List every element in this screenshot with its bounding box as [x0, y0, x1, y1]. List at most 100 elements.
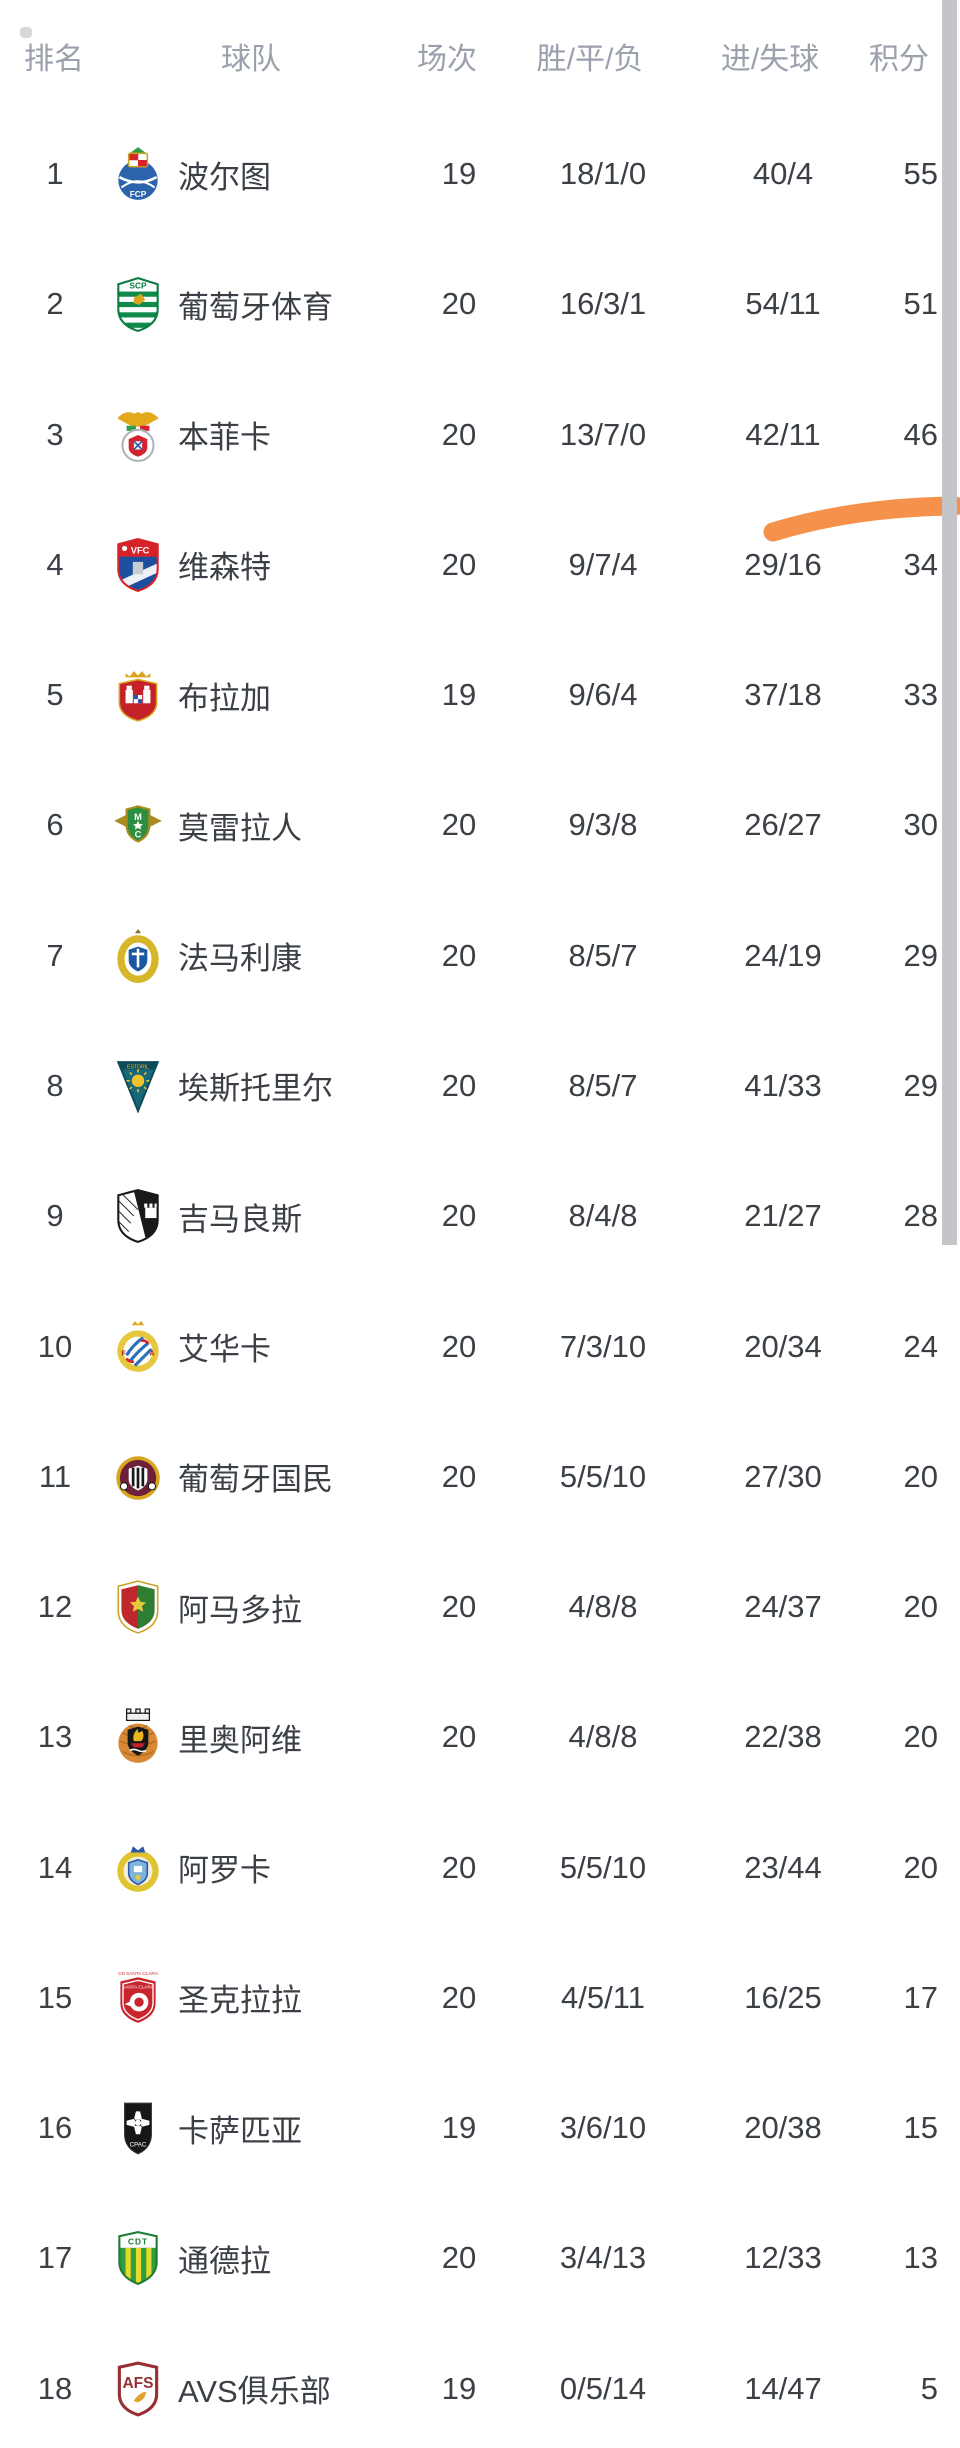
rank-value: 2: [46, 286, 64, 322]
matches-played-value: 19: [441, 2370, 477, 2406]
goals-for-against-value: 22/38: [744, 1719, 822, 1755]
scrollbar-thumb[interactable]: [942, 0, 957, 1245]
points-value: 33: [903, 677, 938, 713]
points-value: 20: [903, 1849, 938, 1885]
rank-value: 17: [37, 2240, 73, 2276]
table-row[interactable]: 12 阿马多拉 20 4/8/8 24/37 20: [0, 1542, 960, 1672]
team-name: 维森特: [178, 550, 271, 586]
matches-played-value: 20: [441, 1067, 477, 1103]
rank-value: 10: [37, 1328, 73, 1364]
matches-played-value: 19: [441, 677, 477, 713]
win-draw-loss-value: 0/5/14: [559, 2370, 647, 2406]
rank-value: 5: [46, 677, 64, 713]
matches-played-value: 20: [441, 1589, 477, 1625]
table-row[interactable]: 9 吉马良斯 20 8/4/8 21/27 28: [0, 1151, 960, 1281]
svg-text:CD SANTA CLARA: CD SANTA CLARA: [118, 1971, 159, 1976]
win-draw-loss-value: 3/4/13: [559, 2240, 647, 2276]
team-name: 葡萄牙国民: [178, 1462, 333, 1498]
team-name: 法马利康: [178, 941, 302, 977]
win-draw-loss-value: 13/7/0: [559, 416, 647, 452]
guimaraes-crest-icon: [110, 1187, 165, 1245]
team-name: 波尔图: [178, 159, 271, 195]
matches-played-value: 20: [441, 2240, 477, 2276]
points-value: 15: [903, 2110, 938, 2146]
win-draw-loss-value: 18/1/0: [559, 156, 647, 192]
win-draw-loss-value: 3/6/10: [559, 2110, 647, 2146]
team-name: 艾华卡: [178, 1332, 271, 1368]
goals-for-against-value: 16/25: [744, 1979, 822, 2015]
win-draw-loss-value: 9/6/4: [568, 677, 638, 713]
goals-for-against-value: 20/38: [744, 2110, 822, 2146]
table-row[interactable]: 17 CDT 通德拉 20 3/4/13 12/33 13: [0, 2193, 960, 2323]
matches-played-value: 20: [441, 1458, 477, 1494]
matches-played-value: 20: [441, 1328, 477, 1364]
matches-played-value: 20: [441, 807, 477, 843]
rank-value: 12: [37, 1589, 73, 1625]
rank-value: 16: [37, 2110, 73, 2146]
matches-played-value: 20: [441, 286, 477, 322]
goals-for-against-value: 42/11: [745, 416, 821, 452]
svg-text:CPAC: CPAC: [129, 2142, 146, 2149]
goals-for-against-value: 24/37: [744, 1589, 822, 1625]
table-row[interactable]: 2 SCP 葡萄牙体育 20 16/3/1 54/11 51: [0, 239, 960, 369]
matches-played-value: 20: [441, 1719, 477, 1755]
team-name: 卡萨匹亚: [178, 2113, 302, 2149]
team-name: 布拉加: [178, 680, 271, 716]
table-row[interactable]: 3 本菲卡 20 13/7/0 42/11 46: [0, 370, 960, 500]
points-value: 29: [903, 937, 938, 973]
table-row[interactable]: 14 阿罗卡 20 5/5/10 23/44 20: [0, 1802, 960, 1932]
team-name: 里奥阿维: [178, 1722, 302, 1758]
matches-played-value: 19: [441, 2110, 477, 2146]
win-draw-loss-value: 4/5/11: [561, 1979, 645, 2015]
points-value: 17: [903, 1979, 938, 2015]
goals-for-against-value: 21/27: [744, 1198, 822, 1234]
points-value: 24: [903, 1328, 938, 1364]
goals-for-against-value: 14/47: [744, 2370, 822, 2406]
rank-value: 8: [46, 1067, 64, 1103]
points-value: 13: [903, 2240, 938, 2276]
top-edge-artifact: [20, 27, 32, 38]
svg-text:M: M: [134, 812, 142, 822]
table-row[interactable]: 1 FCP 波尔图 19 18/1/0 40/4 55: [0, 109, 960, 239]
goals-for-against-value: 24/19: [744, 937, 822, 973]
famalicao-crest-icon: [110, 927, 165, 985]
goals-for-against-value: 26/27: [744, 807, 822, 843]
amadora-crest-icon: [110, 1578, 165, 1636]
table-row[interactable]: 5 布拉加 19 9/6/4 37/18 33: [0, 630, 960, 760]
goals-for-against-value: 27/30: [744, 1458, 822, 1494]
table-row[interactable]: 8 ESTORIL 埃斯托里尔 20 8/5/7 41/33 29: [0, 1021, 960, 1151]
rank-value: 6: [46, 807, 64, 843]
points-value: 46: [903, 416, 938, 452]
points-value: 5: [920, 2370, 938, 2406]
win-draw-loss-value: 9/3/8: [568, 807, 638, 843]
svg-text:C: C: [134, 830, 141, 840]
goals-for-against-value: 40/4: [752, 156, 814, 192]
svg-text:F: F: [121, 1348, 126, 1357]
table-row[interactable]: 18 AFS AVS俱乐部 19 0/5/14 14/47 5: [0, 2324, 960, 2448]
points-value: 55: [903, 156, 938, 192]
points-value: 20: [903, 1589, 938, 1625]
points-value: 51: [903, 286, 938, 322]
porto-crest-icon: FCP: [110, 145, 165, 203]
points-value: 30: [903, 807, 938, 843]
table-row[interactable]: 16 CPAC 卡萨匹亚 19 3/6/10 20/38 15: [0, 2063, 960, 2193]
table-row[interactable]: 7 法马利康 20 8/5/7 24/19 29: [0, 891, 960, 1021]
table-row[interactable]: 11 葡萄牙国民 20 5/5/10 27/30 20: [0, 1412, 960, 1542]
column-header-goals: 进/失球: [720, 43, 820, 76]
svg-text:ESTORIL: ESTORIL: [127, 1064, 149, 1070]
rank-value: 4: [46, 546, 64, 582]
goals-for-against-value: 37/18: [744, 677, 822, 713]
goals-for-against-value: 54/11: [745, 286, 821, 322]
table-row[interactable]: 15 CD SANTA CLARA SANTA CLARA 圣克拉拉 20 4/5…: [0, 1933, 960, 2063]
casa-pia-crest-icon: CPAC: [110, 2099, 165, 2157]
team-name: AVS俱乐部: [178, 2374, 331, 2410]
goals-for-against-value: 20/34: [744, 1328, 822, 1364]
win-draw-loss-value: 9/7/4: [568, 546, 638, 582]
table-row[interactable]: 13 里奥阿维 20 4/8/8 22/38 20: [0, 1672, 960, 1802]
table-row[interactable]: 4 VFC 维森特 20 9/7/4 29/16 34: [0, 500, 960, 630]
rio-ave-crest-icon: [110, 1708, 165, 1766]
